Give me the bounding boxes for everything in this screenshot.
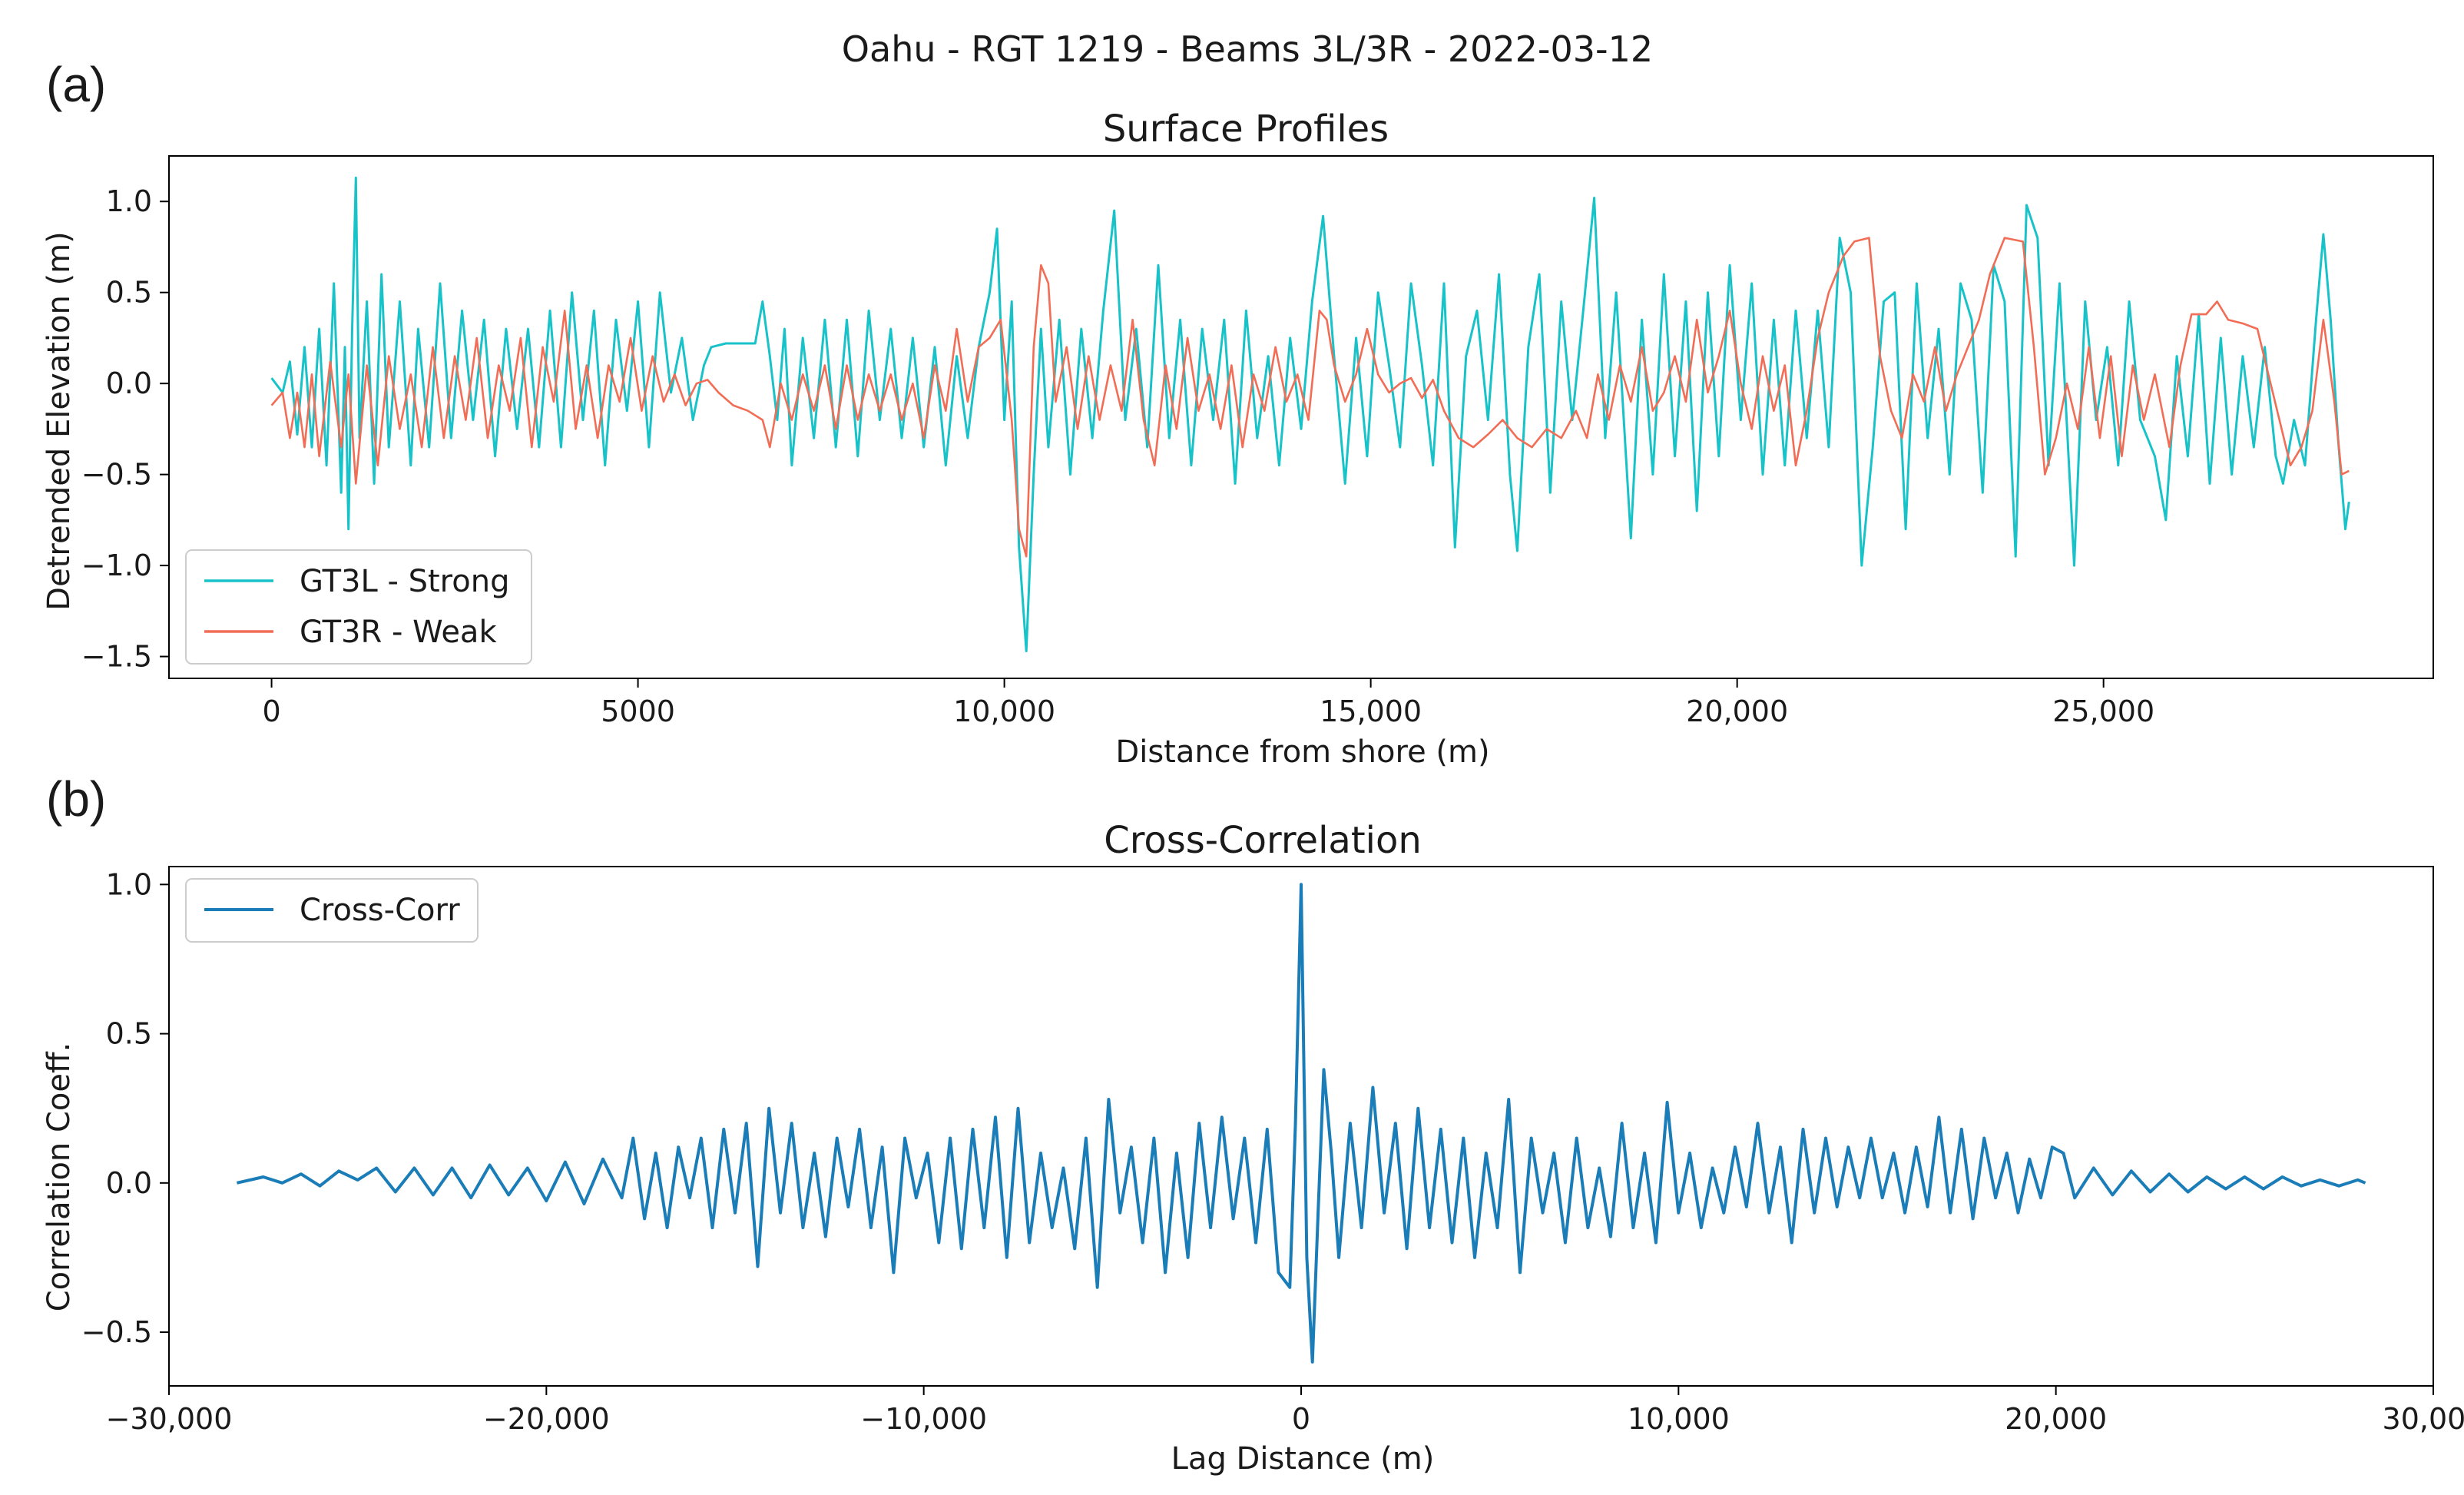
y-tick-label: −0.5 bbox=[81, 458, 152, 492]
cross-correlation-y-axis: 1.0 0.5 0.0 −0.5 bbox=[81, 867, 169, 1349]
surface-profiles-chart: Surface Profiles Distance from shore (m)… bbox=[41, 108, 2434, 770]
x-tick-label: −20,000 bbox=[483, 1402, 610, 1436]
y-tick-label: 0.0 bbox=[106, 1166, 152, 1200]
surface-profiles-plot-area bbox=[270, 176, 2350, 652]
x-tick-label: 20,000 bbox=[2005, 1402, 2107, 1436]
cross-correlation-ylabel: Correlation Coeff. bbox=[41, 1043, 77, 1312]
figure-suptitle: Oahu - RGT 1219 - Beams 3L/3R - 2022-03-… bbox=[842, 28, 1653, 70]
x-tick-label: −10,000 bbox=[860, 1402, 987, 1436]
series-line-gt3l-strong bbox=[270, 176, 2350, 652]
legend-label-weak: GT3R - Weak bbox=[300, 615, 497, 650]
legend-box bbox=[185, 878, 479, 943]
x-tick-label: 15,000 bbox=[1320, 694, 1422, 728]
x-tick-label: 0 bbox=[1292, 1402, 1310, 1436]
panel-a-letter: (a) bbox=[46, 57, 106, 112]
cross-correlation-chart: Cross-Correlation Lag Distance (m) Corre… bbox=[41, 819, 2464, 1477]
series-line-cross-corr bbox=[236, 883, 2366, 1364]
cross-correlation-legend: Cross-Corr bbox=[185, 878, 479, 943]
cross-correlation-title: Cross-Correlation bbox=[1104, 819, 1422, 862]
y-tick-label: 0.0 bbox=[106, 366, 152, 400]
series-line-gt3r-weak bbox=[270, 237, 2350, 558]
surface-profiles-title: Surface Profiles bbox=[1103, 108, 1389, 151]
surface-profiles-y-axis: 1.0 0.5 0.0 −0.5 −1.0 −1.5 bbox=[81, 184, 169, 674]
x-tick-label: 0 bbox=[262, 694, 280, 728]
x-tick-label: 20,000 bbox=[1686, 694, 1788, 728]
y-tick-label: −0.5 bbox=[81, 1315, 152, 1349]
y-tick-label: −1.0 bbox=[81, 549, 152, 582]
y-tick-label: 1.0 bbox=[106, 867, 152, 901]
x-tick-label: 10,000 bbox=[953, 694, 1055, 728]
surface-profiles-legend: GT3L - Strong GT3R - Weak bbox=[185, 549, 532, 665]
x-tick-label: 10,000 bbox=[1628, 1402, 1730, 1436]
y-tick-label: 1.0 bbox=[106, 184, 152, 218]
cross-correlation-x-axis: −30,000 −20,000 −10,000 0 10,000 20,000 30,000 bbox=[106, 1386, 2464, 1436]
legend-label-strong: GT3L - Strong bbox=[300, 564, 509, 599]
y-tick-label: −1.5 bbox=[81, 640, 152, 674]
surface-profiles-xlabel: Distance from shore (m) bbox=[1115, 734, 1489, 770]
x-tick-label: 25,000 bbox=[2052, 694, 2154, 728]
surface-profiles-x-axis: 0 5000 10,000 15,000 20,000 25,000 bbox=[262, 678, 2154, 728]
cross-correlation-plot-area bbox=[236, 883, 2366, 1364]
x-tick-label: −30,000 bbox=[106, 1402, 233, 1436]
surface-profiles-ylabel: Detrended Elevation (m) bbox=[41, 231, 77, 610]
cross-correlation-xlabel: Lag Distance (m) bbox=[1171, 1441, 1435, 1477]
x-tick-label: 30,000 bbox=[2383, 1402, 2464, 1436]
surface-profiles-frame bbox=[168, 155, 2434, 679]
panel-b-letter: (b) bbox=[46, 771, 106, 827]
y-tick-label: 0.5 bbox=[106, 276, 152, 310]
x-tick-label: 5000 bbox=[601, 694, 675, 728]
legend-box bbox=[185, 549, 532, 665]
legend-label-cross: Cross-Corr bbox=[300, 893, 460, 928]
y-tick-label: 0.5 bbox=[106, 1017, 152, 1051]
